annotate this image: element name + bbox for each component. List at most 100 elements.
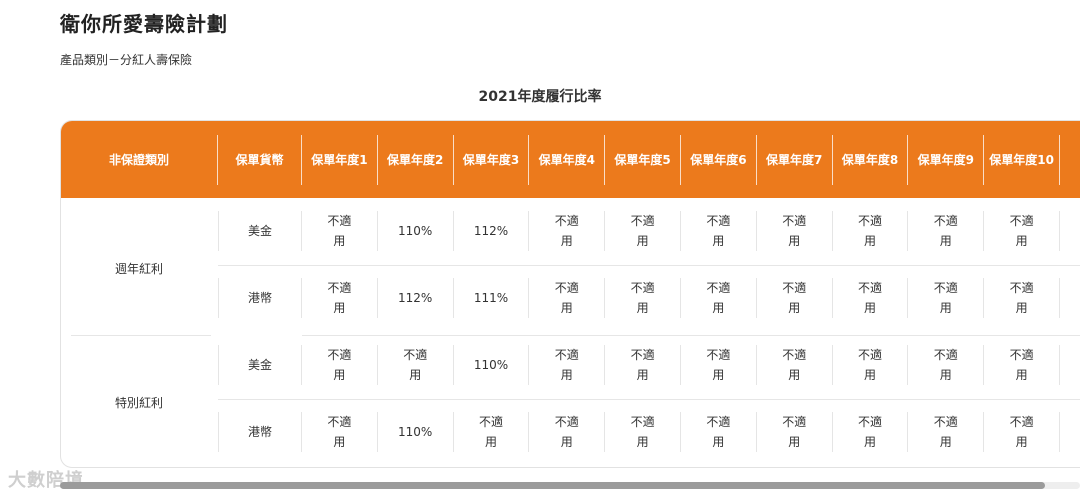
cell-line: 用 <box>484 435 497 449</box>
cell-line: 不適 <box>706 415 731 429</box>
header-policy-year-8: 保單 年度 8 <box>833 135 909 185</box>
ratio-cell-year-4: 不適用 <box>529 211 606 251</box>
ratio-cell-year-8: 不適用 <box>833 345 909 385</box>
cell-line: 保單 <box>462 152 487 167</box>
cell-line: 用 <box>333 301 346 315</box>
ratio-cell-year-9: 不適用 <box>908 345 985 385</box>
cell-line: 用 <box>409 368 422 382</box>
cell-line: 4 <box>586 152 595 167</box>
cell-line: 不適 <box>857 281 882 295</box>
cell-line: 不適 <box>327 281 352 295</box>
cell-line: 保單 <box>311 152 336 167</box>
cell-line: 7 <box>814 152 823 167</box>
cell-line: 6 <box>738 152 747 167</box>
header-policy-year-10: 保單 年度 10 <box>984 135 1060 185</box>
cell-line: 不適 <box>327 415 352 429</box>
ratio-cell-year-7: 不適用 <box>757 211 833 251</box>
ratio-cell-year-5: 不適用 <box>605 345 681 385</box>
table-header: 非保證類別 保單貨幣保單 年度 1 保單 年度 2 保單 年度 3 保單 年度 4 保單 年度 5 保單 年度 6 保… <box>61 121 1080 198</box>
cell-line: 用 <box>560 435 573 449</box>
ratio-cell-year-1: 不適用 <box>302 211 378 251</box>
ratio-cell-year-1: 不適用 <box>302 278 378 318</box>
group-divider <box>71 335 211 336</box>
ratio-cell-year-4: 不適用 <box>529 345 606 385</box>
header-policy-year-3: 保單 年度 3 <box>454 135 530 185</box>
cell-line: 年度 <box>790 152 815 167</box>
cell-line: 不適 <box>857 348 882 362</box>
cell-line: 用 <box>788 435 801 449</box>
cell-line: 112% <box>398 291 433 305</box>
ratio-cell-year-1: 不適用 <box>302 345 378 385</box>
cell-line: 110% <box>398 425 433 439</box>
ratio-cell-year-10: 不適用 <box>984 278 1060 318</box>
cell-line: 用 <box>333 435 346 449</box>
cell-line: 年度 <box>714 152 739 167</box>
cell-line: 不適 <box>554 281 579 295</box>
cell-line: 用 <box>636 368 649 382</box>
cell-line: 不適 <box>857 415 882 429</box>
ratio-cell-year-2: 110% <box>378 211 454 251</box>
group-divider <box>302 335 1080 336</box>
cell-line: 用 <box>939 368 952 382</box>
cell-line: 保單 <box>766 152 791 167</box>
ratio-cell-year-2: 110% <box>378 412 454 452</box>
bonus-category-label: 週年紅利 <box>114 261 163 276</box>
cell-line: 用 <box>712 234 725 248</box>
currency-cell: 美金 <box>218 345 302 385</box>
cell-line: 不適 <box>1009 214 1034 228</box>
ratio-cell-year-3: 111% <box>454 278 530 318</box>
cell-line: 保單貨 <box>235 152 272 167</box>
cell-line: 不適 <box>630 281 655 295</box>
cell-line: 不適 <box>933 348 958 362</box>
horizontal-scrollbar-thumb[interactable] <box>60 482 1045 489</box>
cell-line: 9 <box>965 152 974 167</box>
cell-line: 保單 <box>841 152 866 167</box>
header-currency: 保單貨幣 <box>218 135 302 185</box>
cell-line: 1 <box>359 152 368 167</box>
cell-line: 保單 <box>614 152 639 167</box>
cell-line: 用 <box>560 301 573 315</box>
header-policy-year-7: 保單 年度 7 <box>757 135 833 185</box>
cell-line: 用 <box>863 368 876 382</box>
header-policy-year-1: 保單 年度 1 <box>302 135 378 185</box>
cell-line: 年度 <box>865 152 890 167</box>
cell-line: 保單 <box>989 152 1014 167</box>
ratio-cell-year-10: 不適用 <box>984 345 1060 385</box>
ratio-cell-year-3: 不適用 <box>454 412 530 452</box>
cell-line: 不適 <box>706 281 731 295</box>
cell-line: 用 <box>333 234 346 248</box>
table-title: 2021年度履行比率 <box>478 89 602 105</box>
cell-line: 2 <box>435 152 444 167</box>
ratio-cell-year-2: 不適用 <box>378 345 454 385</box>
header-policy-year-6: 保單 年度 6 <box>681 135 757 185</box>
ratio-cell-year-10: 不適用 <box>984 211 1060 251</box>
cell-line: 不適 <box>1009 348 1034 362</box>
cell-line: 用 <box>1015 234 1028 248</box>
cell-line: 用 <box>1015 368 1028 382</box>
ratio-cell-year-7: 不適用 <box>757 412 833 452</box>
ratio-cell-year-9: 不適用 <box>908 211 985 251</box>
cell-line: 不適 <box>1009 281 1034 295</box>
cell-line: 用 <box>788 368 801 382</box>
product-category: 產品類別－分紅人壽保險 <box>60 53 193 67</box>
cell-line: 年度 <box>486 152 511 167</box>
cell-line: 用 <box>712 301 725 315</box>
cell-line: 保單 <box>690 152 715 167</box>
cell-line: 不適 <box>630 348 655 362</box>
cell-line: 111% <box>473 291 509 305</box>
ratio-cell-year-3: 110% <box>454 345 530 385</box>
ratio-cell-year-7: 不適用 <box>757 278 833 318</box>
ratio-cell-year-8: 不適用 <box>833 211 909 251</box>
cell-line: 不適 <box>782 415 807 429</box>
fulfillment-ratio-table: 非保證類別 保單貨幣保單 年度 1 保單 年度 2 保單 年度 3 保單 年度 4 保單 年度 5 保單 年度 6 保… <box>60 120 1080 468</box>
cell-line: 不適 <box>554 415 579 429</box>
cell-line: 112% <box>473 224 509 238</box>
cell-line: 8 <box>889 152 899 167</box>
cell-line: 年度 <box>411 152 436 167</box>
cell-line: 不適 <box>327 214 352 228</box>
cell-line: 保單 <box>917 152 942 167</box>
cell-line: 不適 <box>706 214 731 228</box>
cell-line: 不適 <box>933 281 958 295</box>
cell-line: 10 <box>1037 152 1054 167</box>
ratio-cell-year-5: 不適用 <box>605 211 681 251</box>
